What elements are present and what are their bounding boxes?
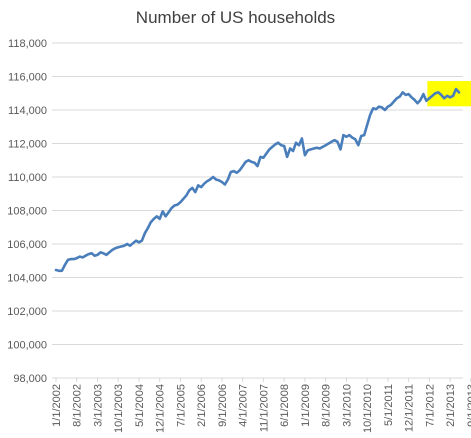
x-tick-label: 5/1/2004 [134,384,146,427]
x-tick-label: 5/1/2011 [383,384,395,426]
x-tick-label: 7/1/2005 [175,384,187,427]
x-tick-label: 11/1/2007 [258,384,270,432]
x-tick-label: 2/1/2006 [196,384,208,427]
y-tick-label: 98,000 [13,373,47,385]
x-tick-label: 8/1/2009 [321,384,333,427]
y-tick-label: 108,000 [7,206,47,218]
x-tick-label: 3/1/2003 [92,384,104,427]
x-tick-label: 12/1/2004 [155,384,167,433]
y-tick-label: 106,000 [7,239,47,251]
series-line [54,87,461,273]
x-tick-label: 8/1/2002 [72,384,84,427]
y-tick-label: 112,000 [8,139,47,151]
y-tick-label: 114,000 [8,105,47,117]
x-tick-label: 9/1/2013 [466,384,471,427]
chart-title: Number of US households [135,8,336,27]
x-tick-label: 2/1/2013 [445,384,457,427]
y-tick-label: 102,000 [7,306,47,318]
y-tick-label: 110,000 [8,172,47,184]
y-tick-label: 116,000 [8,72,47,84]
y-tick-label: 100,000 [7,340,47,352]
x-tick-label: 10/1/2010 [362,384,374,433]
y-tick-label: 118,000 [8,38,47,50]
y-tick-label: 104,000 [7,273,47,285]
x-tick-label: 10/1/2003 [113,384,125,433]
x-tick-label: 7/1/2012 [424,384,436,427]
x-tick-label: 4/1/2007 [238,384,250,427]
x-tick-label: 9/1/2006 [217,384,229,427]
x-tick-label: 3/1/2010 [341,384,353,427]
x-tick-label: 1/1/2002 [51,384,63,427]
x-tick-label: 12/1/2011 [404,384,416,432]
x-tick-label: 6/1/2008 [279,384,291,427]
x-tick-label: 1/1/2009 [300,384,312,427]
